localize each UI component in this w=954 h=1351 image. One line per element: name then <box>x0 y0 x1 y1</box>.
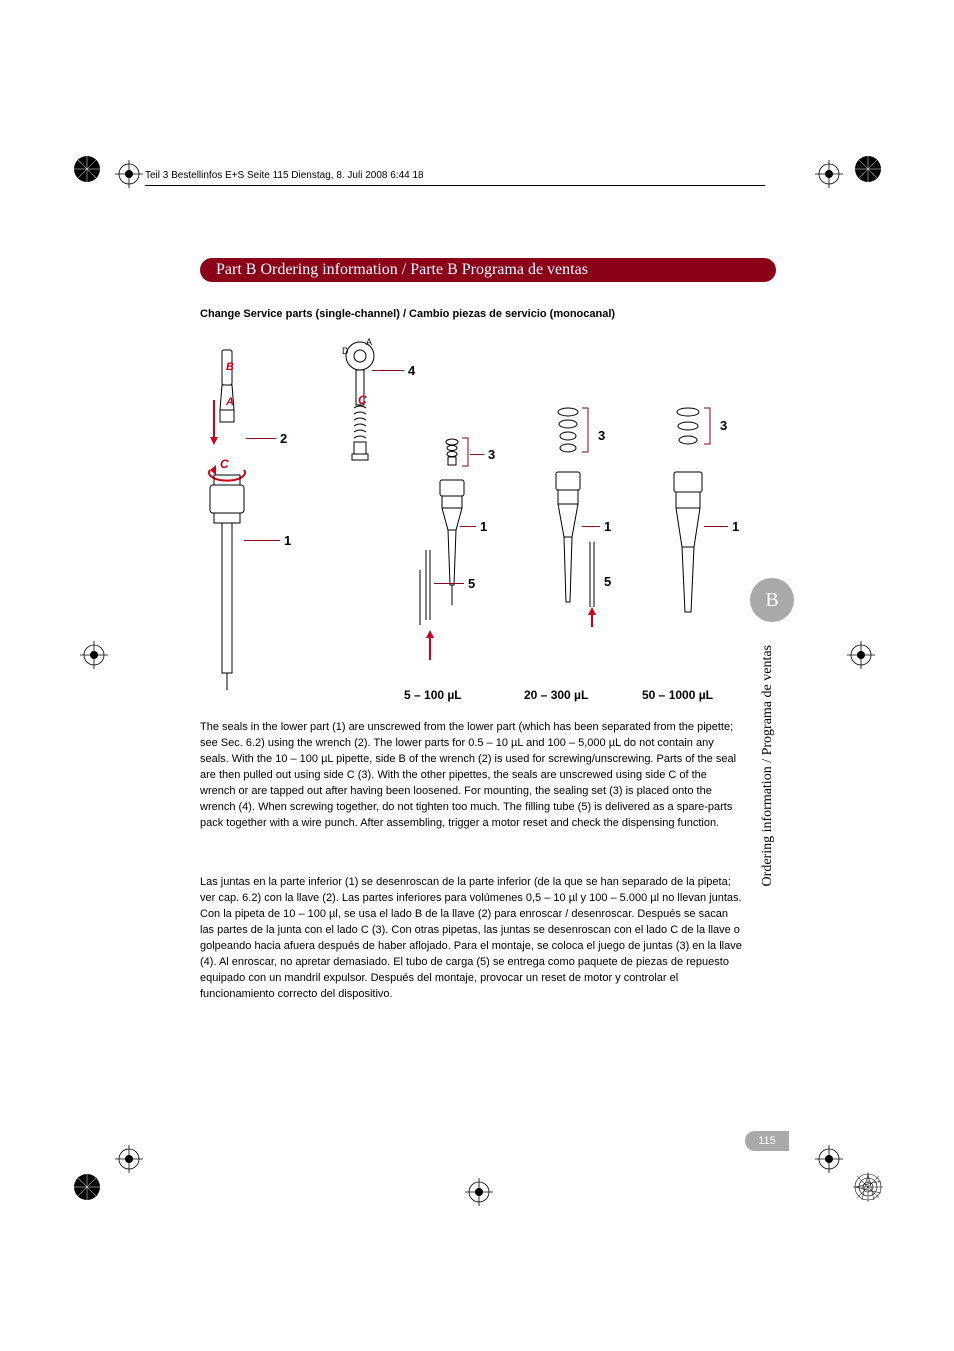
section-title: Part B Ordering information / Parte B Pr… <box>200 258 776 282</box>
callout-1b: 1 <box>480 519 487 534</box>
paragraph-spanish: Las juntas en la parte inferior (1) se d… <box>200 875 745 1003</box>
page-number: 115 <box>745 1131 789 1151</box>
leader-1b <box>460 526 476 527</box>
reg-mark-br <box>815 1145 843 1173</box>
callout-3c: 3 <box>720 418 727 433</box>
callout-3a: 3 <box>488 447 495 462</box>
callout-1c: 1 <box>604 519 611 534</box>
leader-1d <box>704 526 728 527</box>
leader-1a <box>244 540 280 541</box>
callout-2: 2 <box>280 431 287 446</box>
reg-mark-ml <box>80 641 108 669</box>
volume-label-2: 20 – 300 µL <box>524 688 588 702</box>
callout-4: 4 <box>408 363 415 378</box>
leader-1c <box>582 526 600 527</box>
reg-mark-mr <box>847 641 875 669</box>
reg-mark-tr <box>815 160 843 188</box>
callout-1a: 1 <box>284 533 291 548</box>
svg-text:B: B <box>226 361 234 373</box>
volume-label-1: 5 – 100 µL <box>404 688 462 702</box>
starburst-tl <box>72 154 102 184</box>
leader-4 <box>372 370 404 371</box>
starburst-br <box>853 1172 883 1202</box>
wrench-detail: A D C <box>330 336 390 506</box>
side-running-title: Ordering information / Programa de venta… <box>760 645 776 886</box>
reg-mark-tl <box>115 160 143 188</box>
pipette-5-100 <box>390 430 480 690</box>
callout-5a: 5 <box>468 576 475 591</box>
callout-5b: 5 <box>604 574 611 589</box>
starburst-tr <box>853 154 883 184</box>
paragraph-english: The seals in the lower part (1) are unsc… <box>200 720 745 832</box>
pipette-wrench-left: B A C <box>200 340 280 700</box>
callout-1d: 1 <box>732 519 739 534</box>
reg-mark-bc <box>465 1178 493 1206</box>
pipette-50-1000 <box>640 402 730 692</box>
leader-5a <box>434 583 464 584</box>
volume-label-3: 50 – 1000 µL <box>642 688 713 702</box>
svg-text:A: A <box>366 337 372 347</box>
svg-text:A: A <box>225 396 234 408</box>
starburst-bl <box>72 1172 102 1202</box>
reg-mark-bl <box>115 1145 143 1173</box>
header-rule <box>145 185 765 186</box>
svg-text:D: D <box>342 346 349 356</box>
svg-text:C: C <box>220 457 229 471</box>
service-parts-diagram: B A C A D C <box>200 330 760 710</box>
print-header: Teil 3 Bestellinfos E+S Seite 115 Dienst… <box>145 170 424 181</box>
leader-2 <box>246 438 276 439</box>
subheading: Change Service parts (single-channel) / … <box>200 308 615 320</box>
callout-3b: 3 <box>598 428 605 443</box>
pipette-20-300 <box>520 402 610 692</box>
leader-3a <box>470 454 484 455</box>
side-thumb-tab: B <box>750 578 794 622</box>
svg-text:C: C <box>358 393 367 407</box>
